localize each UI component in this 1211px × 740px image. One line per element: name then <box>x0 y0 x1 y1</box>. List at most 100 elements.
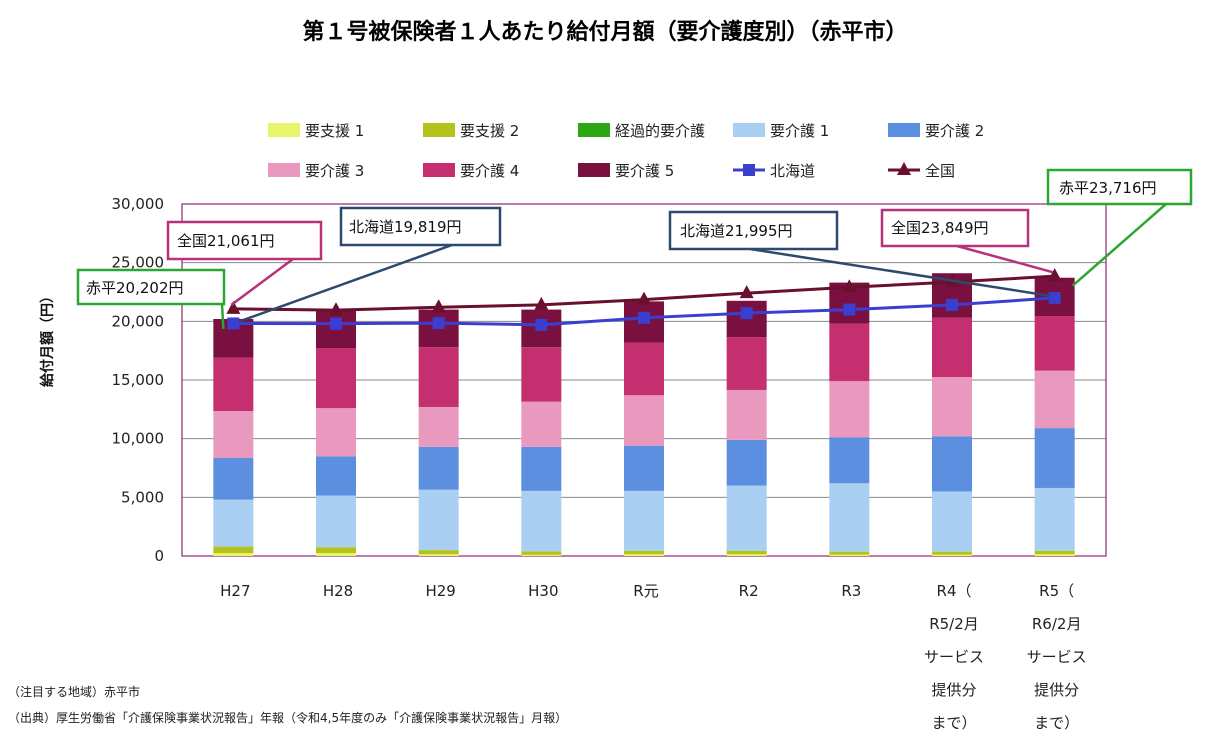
point-marker <box>535 318 548 331</box>
callout-box <box>166 220 323 261</box>
callout-text: 北海道19,819円 <box>349 218 462 236</box>
x-tick-label: H28 <box>323 582 353 600</box>
point-marker <box>1047 268 1062 282</box>
x-tick-label: まで） <box>931 714 976 732</box>
x-tick-label: まで） <box>1034 714 1079 732</box>
bar-segment <box>932 317 972 378</box>
bar-segment <box>726 439 767 486</box>
callout-leader <box>1071 203 1167 287</box>
legend-label: 要介護 4 <box>460 162 519 180</box>
bar-segment <box>521 446 562 491</box>
bar-segment <box>726 485 767 551</box>
line-series <box>226 268 1062 331</box>
legend-label: 要介護 2 <box>925 122 984 140</box>
chart-title: 第１号被保険者１人あたり給付月額（要介護度別）（赤平市） <box>302 19 907 45</box>
y-tick-label: 20,000 <box>112 312 165 330</box>
bar-segment <box>829 437 870 484</box>
callouts: 赤平20,202円 全国21,061円 北海道19,819円 北海道21,995円 全国… <box>76 168 1193 330</box>
callout-text: 全国21,061円 <box>177 232 275 250</box>
bar-segment <box>829 483 870 552</box>
bar-segment <box>829 551 870 555</box>
bar-segment <box>213 458 254 500</box>
bar-segment <box>624 490 664 551</box>
point-marker <box>1048 291 1061 304</box>
bar-segment <box>726 389 767 440</box>
focus-note: （注目する地域）赤平市 <box>8 684 140 699</box>
bar-segment <box>1034 487 1075 551</box>
source-note: （出典）厚生労働省「介護保険事業状況報告」年報（令和4,5年度のみ「介護保険事業… <box>8 710 567 725</box>
bar-segment <box>316 456 356 496</box>
x-tick-label: H30 <box>528 582 558 600</box>
bar-segment <box>418 550 459 555</box>
y-tick-label: 25,000 <box>112 254 165 272</box>
point-marker <box>946 298 958 311</box>
legend-label: 北海道 <box>770 162 815 180</box>
legend-label: 要支援 1 <box>305 122 364 140</box>
y-tick-label: 10,000 <box>112 430 165 448</box>
bar-segment <box>213 357 254 412</box>
point-marker <box>740 307 753 320</box>
bar-segment <box>932 554 972 556</box>
x-tick-label: サービス <box>1027 648 1087 666</box>
stacked-bars <box>213 273 1075 556</box>
legend-swatch <box>578 123 610 137</box>
callout-text: 全国23,849円 <box>891 219 989 237</box>
bar-segment <box>521 554 562 556</box>
bar-segment <box>213 546 254 554</box>
bar-segment <box>829 381 870 438</box>
bar-segment <box>1034 316 1075 371</box>
bar-segment <box>316 547 356 554</box>
bar-segment <box>726 337 767 390</box>
callout-text: 赤平20,202円 <box>86 279 184 297</box>
bar-segment <box>932 377 972 437</box>
callout-leader <box>238 243 453 323</box>
point-marker <box>637 291 651 305</box>
y-axis-ticks: 0 5,000 10,000 15,000 20,000 25,000 30,000 <box>112 195 165 565</box>
legend-swatch <box>888 123 920 137</box>
bar-segment <box>316 553 356 556</box>
callout-text: 北海道21,995円 <box>680 222 793 240</box>
point-marker <box>638 311 650 324</box>
x-tick-label: R元 <box>633 582 658 600</box>
point-marker <box>330 317 342 330</box>
callout-box <box>1046 168 1193 206</box>
bar-segment <box>829 554 870 556</box>
bar-segment <box>726 554 767 556</box>
legend-swatch <box>268 123 300 137</box>
point-marker <box>227 317 240 330</box>
x-tick-label: R5（ <box>1039 582 1074 600</box>
point-marker <box>431 299 446 313</box>
callout-leader <box>956 244 1053 274</box>
callout-leader <box>230 257 294 306</box>
legend-label: 要介護 5 <box>615 162 674 180</box>
legend-swatch <box>423 163 455 177</box>
bar-segment <box>624 550 664 555</box>
callout-box <box>339 206 502 247</box>
x-tick-label: H29 <box>425 582 455 600</box>
bar-segment <box>213 499 254 547</box>
bar-segment <box>521 347 562 402</box>
x-tick-label: R2 <box>739 582 759 600</box>
bar-segment <box>213 553 254 556</box>
legend-swatch <box>268 163 300 177</box>
x-tick-label: 提供分 <box>931 681 976 699</box>
point-marker <box>329 302 343 316</box>
bar-segment <box>418 347 459 407</box>
y-tick-label: 30,000 <box>112 195 165 213</box>
legend: 要支援 1 要支援 2 経過的要介護 要介護 1 要介護 2 要介護 3 要介護 4 要介護 … <box>268 122 984 180</box>
y-axis-label: 給付月額（円） <box>39 289 56 387</box>
legend-swatch <box>733 123 765 137</box>
bar-segment <box>624 554 664 556</box>
bar-segment <box>316 408 356 457</box>
bar-segment <box>418 489 459 551</box>
y-tick-label: 0 <box>154 547 164 565</box>
point-marker <box>226 300 241 314</box>
bar-segment <box>418 554 459 556</box>
legend-label: 経過的要介護 <box>615 122 705 140</box>
bar-segment <box>316 495 356 548</box>
callout-leader <box>220 303 225 330</box>
legend-marker <box>743 164 755 176</box>
x-tick-label: R4（ <box>937 582 972 600</box>
legend-label: 要介護 3 <box>305 162 364 180</box>
